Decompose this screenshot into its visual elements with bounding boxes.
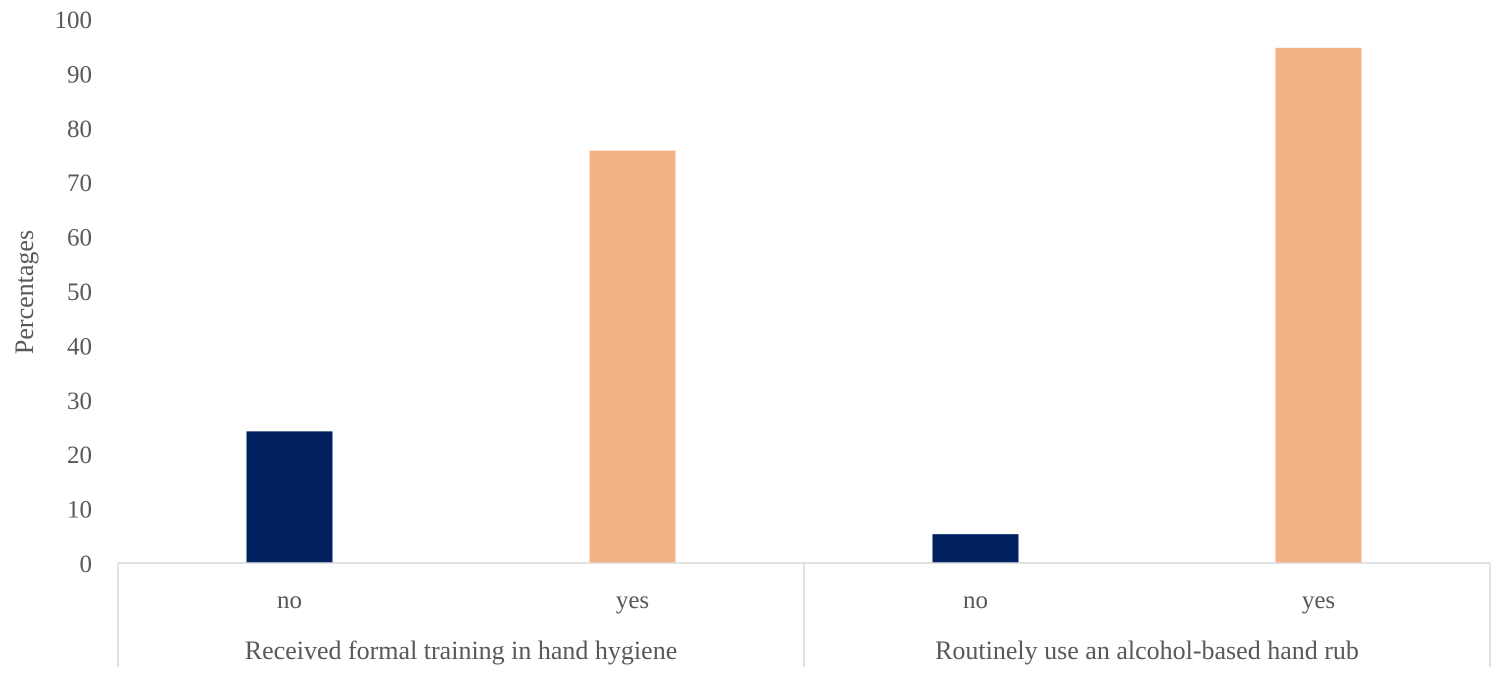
y-tick-label: 60	[67, 225, 92, 252]
category-label: yes	[616, 587, 649, 614]
group-label: Received formal training in hand hygiene	[245, 636, 677, 665]
y-tick-label: 20	[67, 442, 92, 469]
category-label: no	[277, 587, 302, 614]
category-label: no	[963, 587, 988, 614]
category-label: yes	[1302, 587, 1335, 614]
y-tick-label: 70	[67, 170, 92, 197]
y-axis-label: Percentages	[10, 230, 39, 354]
bar-yes	[1275, 47, 1362, 563]
y-tick-label: 50	[67, 279, 92, 306]
y-tick-label: 80	[67, 116, 92, 143]
bars	[246, 47, 1362, 563]
bar-no	[246, 431, 333, 563]
group-label: Routinely use an alcohol-based hand rub	[935, 636, 1359, 665]
y-tick-label: 30	[67, 388, 92, 415]
category-labels: no yes no yes	[277, 587, 1335, 614]
group-labels: Received formal training in hand hygiene…	[245, 636, 1359, 665]
y-tick-label: 90	[67, 61, 92, 88]
bar-yes	[589, 150, 676, 563]
y-tick-label: 10	[67, 497, 92, 524]
y-tick-label: 0	[80, 551, 93, 578]
bar-no	[932, 534, 1019, 563]
category-axis-frame	[117, 562, 1491, 667]
y-tick-label: 40	[67, 333, 92, 360]
y-tick-label: 100	[55, 7, 93, 34]
y-axis-ticks: 0 10 20 30 40 50 60 70 80 90 100	[55, 7, 93, 578]
